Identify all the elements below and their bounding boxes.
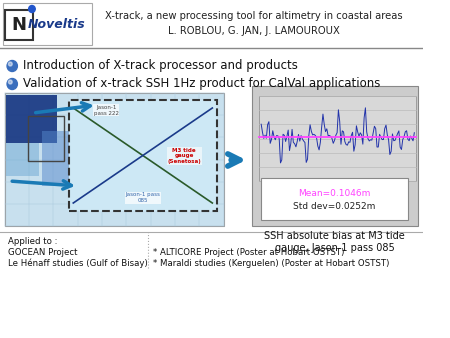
Text: GOCEAN Project: GOCEAN Project [8,248,77,257]
Text: Introduction of X-track processor and products: Introduction of X-track processor and pr… [22,59,297,72]
FancyBboxPatch shape [0,0,423,48]
Text: Noveltis: Noveltis [27,19,85,31]
Text: Le Hénaff studies (Gulf of Bisay): Le Hénaff studies (Gulf of Bisay) [8,259,147,268]
Circle shape [9,80,12,84]
FancyBboxPatch shape [68,100,217,211]
Text: N: N [11,16,26,34]
FancyBboxPatch shape [6,95,57,143]
FancyArrowPatch shape [228,154,240,166]
Text: Std dev=0.0252m: Std dev=0.0252m [293,202,376,211]
Text: X-track, a new processing tool for altimetry in coastal areas: X-track, a new processing tool for altim… [105,11,402,21]
FancyBboxPatch shape [42,131,108,186]
Text: Jason-1
pass 222: Jason-1 pass 222 [94,105,119,116]
FancyBboxPatch shape [252,86,418,226]
FancyBboxPatch shape [259,96,416,181]
Text: * ALTICORE Project (Poster at Hobart OSTST): * ALTICORE Project (Poster at Hobart OST… [153,248,345,257]
Text: Mean=0.1046m: Mean=0.1046m [298,189,371,198]
Circle shape [7,78,18,90]
Text: M3 tide
gauge
(Senetosa): M3 tide gauge (Senetosa) [167,148,201,164]
Circle shape [9,62,12,66]
Text: Applied to :: Applied to : [8,237,57,246]
Text: Jason-1 pass
085: Jason-1 pass 085 [126,192,160,203]
Circle shape [7,61,18,72]
FancyBboxPatch shape [4,93,224,226]
FancyBboxPatch shape [3,3,92,45]
Circle shape [29,5,35,13]
Text: L. ROBLOU, G. JAN, J. LAMOUROUX: L. ROBLOU, G. JAN, J. LAMOUROUX [168,26,340,36]
FancyBboxPatch shape [4,10,33,40]
Text: SSH absolute bias at M3 tide
gauge, Jason-1 pass 085: SSH absolute bias at M3 tide gauge, Jaso… [264,231,405,252]
FancyBboxPatch shape [261,178,408,220]
Text: * Maraldi studies (Kerguelen) (Poster at Hobart OSTST): * Maraldi studies (Kerguelen) (Poster at… [153,259,390,268]
FancyBboxPatch shape [6,143,39,176]
Text: Validation of x-track SSH 1Hz product for CalVal applications: Validation of x-track SSH 1Hz product fo… [22,77,380,91]
